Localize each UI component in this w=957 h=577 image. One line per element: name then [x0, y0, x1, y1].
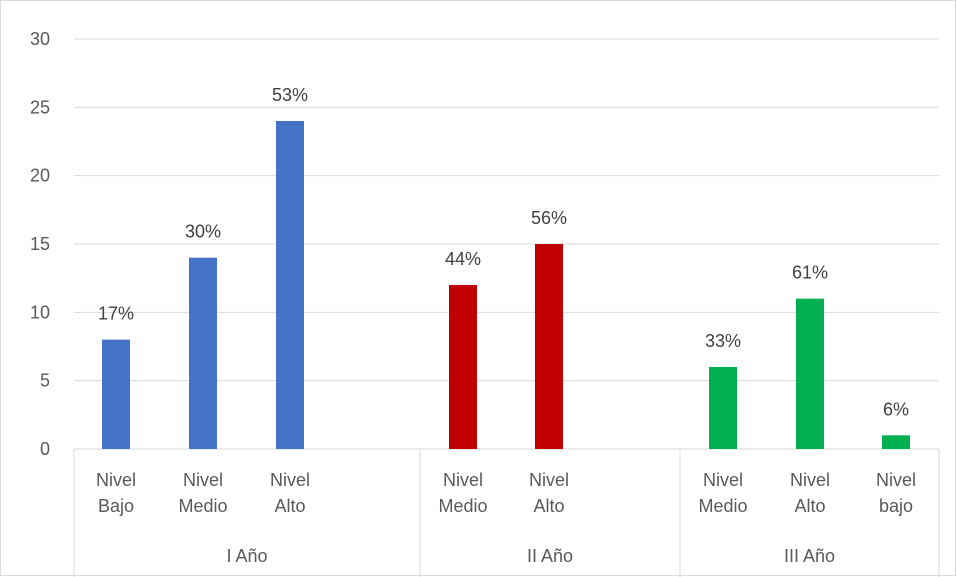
- y-tick-label: 0: [40, 439, 50, 459]
- data-label: 61%: [792, 263, 828, 283]
- data-label: 33%: [705, 331, 741, 351]
- bar: [449, 285, 477, 449]
- category-label: Nivel: [270, 470, 310, 490]
- group-label: III Año: [784, 546, 835, 566]
- data-label: 53%: [272, 85, 308, 105]
- y-tick-label: 30: [30, 29, 50, 49]
- category-label: Medio: [438, 496, 487, 516]
- category-label: Nivel: [703, 470, 743, 490]
- category-label: Medio: [178, 496, 227, 516]
- data-label: 6%: [883, 399, 909, 419]
- category-label: Bajo: [98, 496, 134, 516]
- bar: [189, 257, 217, 449]
- category-label: Nivel: [183, 470, 223, 490]
- group-label: II Año: [527, 546, 573, 566]
- category-label: Alto: [533, 496, 564, 516]
- category-label: Nivel: [96, 470, 136, 490]
- y-tick-label: 20: [30, 166, 50, 186]
- y-tick-label: 15: [30, 234, 50, 254]
- group-label: I Año: [226, 546, 267, 566]
- y-tick-label: 5: [40, 371, 50, 391]
- category-label: Nivel: [876, 470, 916, 490]
- y-tick-label: 25: [30, 97, 50, 117]
- bar: [796, 298, 824, 449]
- bar: [709, 367, 737, 449]
- data-label: 56%: [531, 208, 567, 228]
- category-label: Alto: [794, 496, 825, 516]
- bar: [535, 244, 563, 449]
- category-label: Nivel: [790, 470, 830, 490]
- y-tick-label: 10: [30, 302, 50, 322]
- data-label: 30%: [185, 222, 221, 242]
- data-label: 17%: [98, 304, 134, 324]
- category-label: Nivel: [529, 470, 569, 490]
- bar: [102, 339, 130, 449]
- category-label: Alto: [274, 496, 305, 516]
- bar: [276, 121, 304, 449]
- data-label: 44%: [445, 249, 481, 269]
- bar: [882, 435, 910, 449]
- category-label: Medio: [698, 496, 747, 516]
- category-label: bajo: [879, 496, 913, 516]
- category-label: Nivel: [443, 470, 483, 490]
